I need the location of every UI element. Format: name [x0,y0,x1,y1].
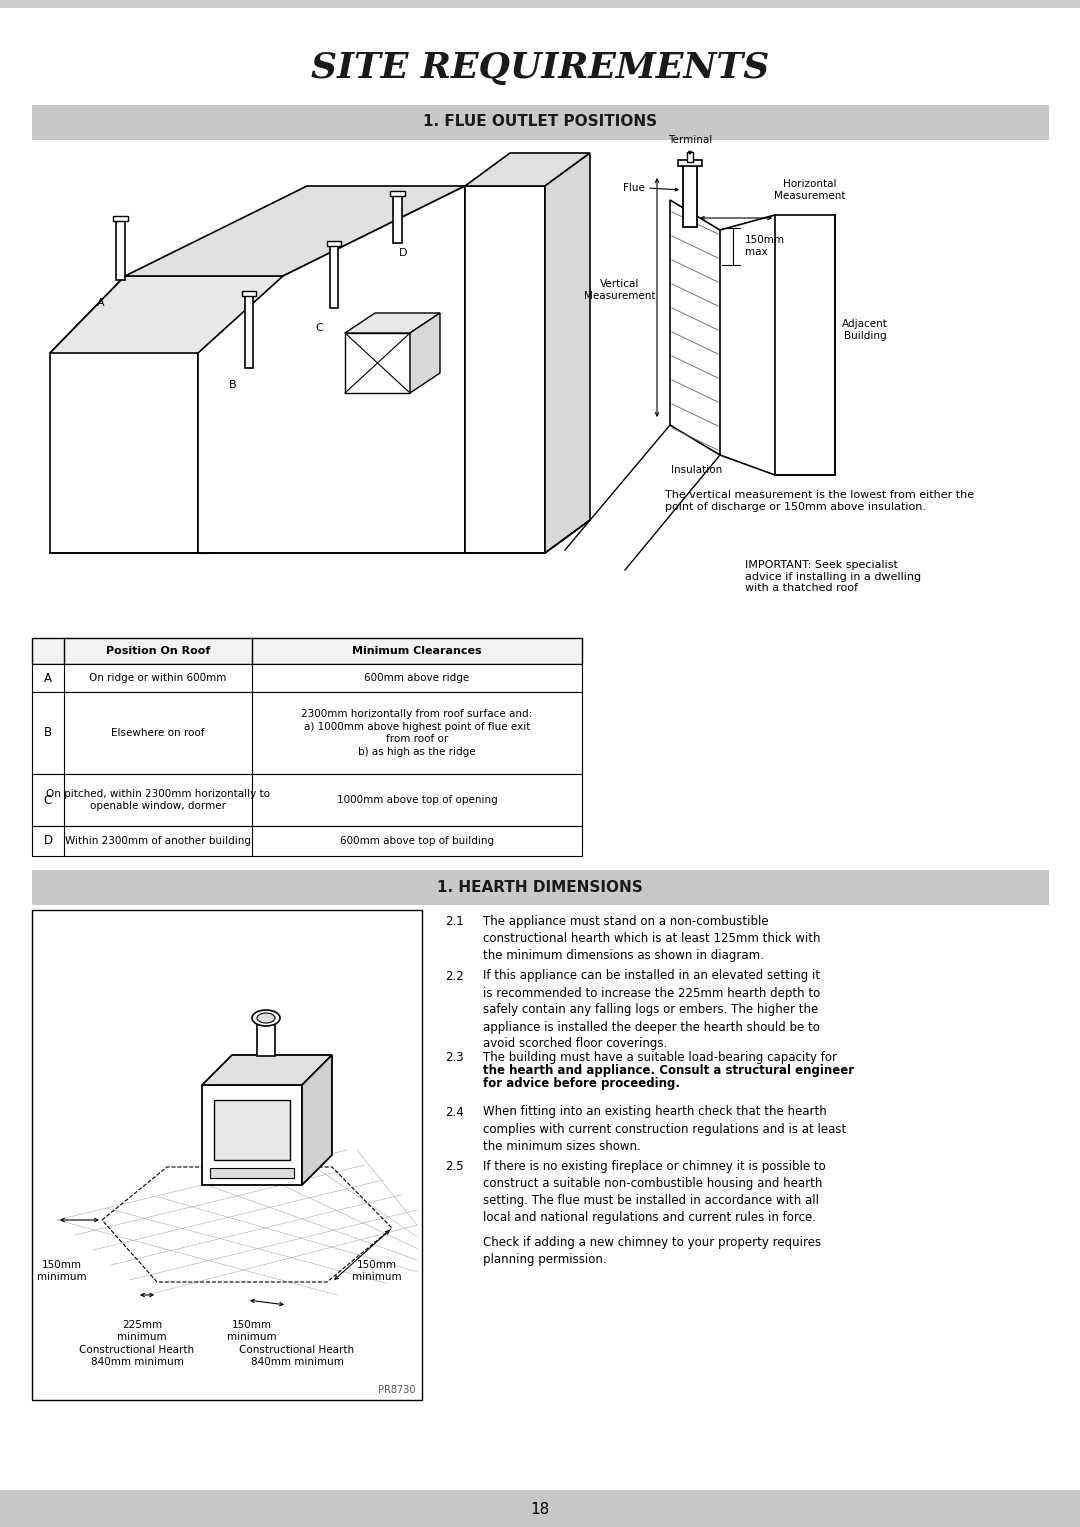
Text: Check if adding a new chimney to your property requires
planning permission.: Check if adding a new chimney to your pr… [483,1235,821,1266]
Polygon shape [57,1150,417,1295]
Bar [393,192,402,243]
Text: 150mm
max: 150mm max [745,235,785,257]
Text: Flue: Flue [623,183,645,192]
Polygon shape [202,1055,332,1086]
Polygon shape [345,333,410,392]
Bar [683,162,697,228]
Polygon shape [50,276,198,553]
Text: 2.5: 2.5 [445,1161,463,1173]
Text: On ridge or within 600mm: On ridge or within 600mm [90,673,227,683]
Bar [0,0,1080,8]
Text: 2.4: 2.4 [445,1106,463,1118]
Text: 1. HEARTH DIMENSIONS: 1. HEARTH DIMENSIONS [437,880,643,895]
Polygon shape [670,200,720,455]
Text: Constructional Hearth
840mm minimum: Constructional Hearth 840mm minimum [240,1345,354,1367]
Polygon shape [465,186,545,553]
Text: 150mm
minimum: 150mm minimum [227,1319,276,1342]
Text: IMPORTANT: Seek specialist
advice if installing in a dwelling
with a thatched ro: IMPORTANT: Seek specialist advice if ins… [745,560,921,592]
Text: 150mm
minimum: 150mm minimum [352,1260,402,1281]
Text: If there is no existing fireplace or chimney it is possible to
construct a suita: If there is no existing fireplace or chi… [483,1161,826,1225]
Text: 1000mm above top of opening: 1000mm above top of opening [337,796,498,805]
Text: 2.3: 2.3 [445,1051,463,1064]
Bar [390,191,405,195]
Bar [32,826,582,857]
Text: C: C [315,324,323,333]
Bar [113,215,129,221]
Text: Position On Roof: Position On Roof [106,646,211,657]
Polygon shape [125,186,465,276]
Text: D: D [399,247,407,258]
Text: 2.1: 2.1 [445,915,463,928]
Polygon shape [345,313,440,333]
Text: Minimum Clearances: Minimum Clearances [352,646,482,657]
Text: 2.2: 2.2 [445,970,463,982]
Bar [116,218,125,279]
Text: 150mm
minimum: 150mm minimum [37,1260,86,1281]
Polygon shape [302,1055,332,1185]
Polygon shape [50,276,283,353]
Polygon shape [545,153,590,553]
Bar [32,870,1048,904]
Text: Elsewhere on roof: Elsewhere on roof [111,728,205,738]
Text: 18: 18 [530,1503,550,1518]
Bar [257,1020,275,1057]
Text: Terminal: Terminal [667,134,712,145]
Bar [32,910,422,1400]
Bar [245,293,253,368]
Text: B: B [44,727,52,739]
Text: 2300mm horizontally from roof surface and:
a) 1000mm above highest point of flue: 2300mm horizontally from roof surface an… [301,710,532,756]
Text: Vertical
Measurement: Vertical Measurement [584,279,656,301]
Bar [214,1099,291,1161]
Bar [775,215,835,475]
Text: 600mm above ridge: 600mm above ridge [364,673,470,683]
Text: B: B [229,380,237,389]
Polygon shape [465,153,590,186]
Text: 225mm
minimum: 225mm minimum [118,1319,166,1342]
Bar [327,241,341,246]
Text: When fitting into an existing hearth check that the hearth
complies with current: When fitting into an existing hearth che… [483,1106,847,1153]
Text: Insulation: Insulation [672,466,723,475]
Bar [678,160,702,166]
Ellipse shape [252,1009,280,1026]
Bar [330,243,338,308]
Text: for advice before proceeding.: for advice before proceeding. [483,1077,680,1090]
Text: D: D [43,834,53,847]
Text: PR8730: PR8730 [378,1385,416,1396]
Bar [32,774,582,826]
Ellipse shape [257,1012,275,1023]
Text: 1. FLUE OUTLET POSITIONS: 1. FLUE OUTLET POSITIONS [423,115,657,130]
Text: A: A [97,298,105,308]
Polygon shape [202,1086,302,1185]
Polygon shape [198,186,465,553]
Text: If this appliance can be installed in an elevated setting it
is recommended to i: If this appliance can be installed in an… [483,970,820,1051]
Text: A: A [44,672,52,684]
Text: On pitched, within 2300mm horizontally to
openable window, dormer: On pitched, within 2300mm horizontally t… [46,789,270,811]
Bar [32,638,582,664]
Bar [687,153,693,162]
Bar [210,1168,294,1177]
Text: The appliance must stand on a non-combustible
constructional hearth which is at : The appliance must stand on a non-combus… [483,915,821,962]
Bar [32,692,582,774]
Text: the hearth and appliance. Consult a structural engineer: the hearth and appliance. Consult a stru… [483,1064,854,1077]
Polygon shape [198,353,208,553]
Bar [0,1490,1080,1527]
Bar [242,292,256,296]
Text: SITE REQUIREMENTS: SITE REQUIREMENTS [311,50,769,86]
Text: The vertical measurement is the lowest from either the
point of discharge or 150: The vertical measurement is the lowest f… [665,490,974,512]
Text: Horizontal
Measurement: Horizontal Measurement [774,179,846,200]
Bar [32,105,1048,139]
Bar [32,664,582,692]
Text: 600mm above top of building: 600mm above top of building [340,835,494,846]
Polygon shape [410,313,440,392]
Text: The building must have a suitable load-bearing capacity for: The building must have a suitable load-b… [483,1051,837,1064]
Text: C: C [44,794,52,806]
Text: Adjacent
Building: Adjacent Building [842,319,888,341]
Text: Constructional Hearth
840mm minimum: Constructional Hearth 840mm minimum [80,1345,194,1367]
Text: Within 2300mm of another building: Within 2300mm of another building [65,835,251,846]
